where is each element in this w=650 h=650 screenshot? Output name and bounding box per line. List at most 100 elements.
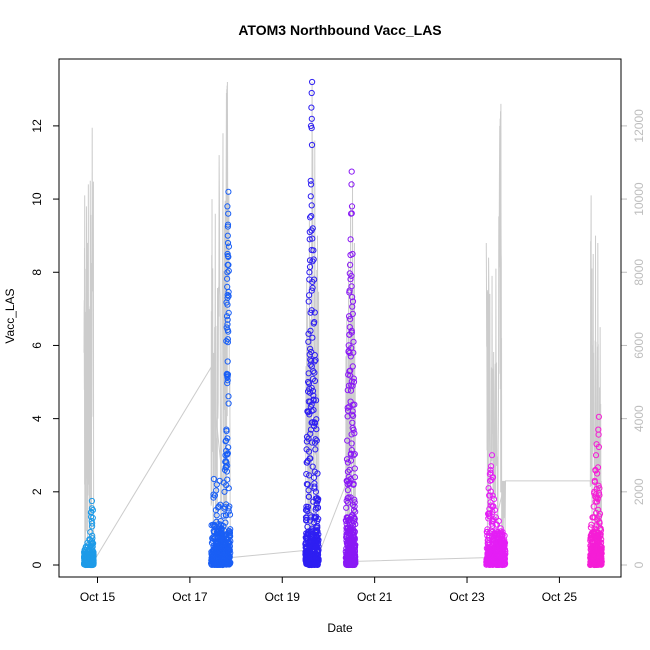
data-point: [501, 542, 508, 549]
y-tick-label: 6: [30, 342, 44, 349]
data-point: [351, 430, 358, 437]
data-point: [210, 475, 217, 483]
data-point: [303, 471, 310, 478]
data-point: [598, 553, 605, 561]
data-point: [224, 232, 231, 239]
data-point: [351, 547, 358, 554]
data-point: [344, 495, 351, 502]
data-point: [348, 203, 356, 210]
data-point: [489, 492, 496, 499]
data-point: [350, 515, 357, 522]
x-tick-label: Oct 15: [80, 590, 116, 604]
data-point: [344, 487, 351, 494]
data-point: [307, 361, 314, 368]
data-point: [345, 382, 352, 389]
data-point: [223, 552, 230, 559]
data-point: [343, 456, 351, 463]
data-point: [225, 485, 232, 492]
data-point: [308, 213, 315, 220]
data-point: [347, 276, 354, 283]
data-point: [351, 558, 358, 565]
data-point: [347, 372, 354, 379]
data-point: [310, 474, 318, 481]
data-point: [351, 401, 358, 408]
data-point: [304, 503, 312, 511]
data-point: [224, 476, 231, 483]
data-point: [346, 560, 353, 568]
y2-tick-label: 10000: [632, 182, 646, 216]
data-point: [315, 546, 322, 554]
data-point: [224, 380, 231, 387]
data-point: [223, 428, 230, 435]
data-point: [350, 507, 358, 514]
data-point: [310, 368, 317, 375]
data-point: [350, 526, 357, 534]
y2-tick-label: 0: [632, 561, 646, 568]
data-point: [487, 466, 494, 473]
data-point: [222, 504, 229, 511]
data-point: [308, 141, 316, 149]
data-point: [589, 561, 596, 568]
data-point: [499, 550, 506, 557]
plot-frame: [58, 58, 622, 578]
data-point: [313, 397, 320, 404]
data-point: [351, 518, 358, 525]
data-point: [312, 357, 319, 364]
data-point: [489, 561, 496, 568]
x-tick-label: Oct 25: [542, 590, 578, 604]
data-point: [89, 514, 96, 522]
data-point: [308, 115, 315, 122]
connector-line: [93, 365, 591, 562]
data-point: [591, 531, 599, 538]
data-point: [224, 301, 231, 308]
data-point: [311, 480, 318, 487]
x-axis-label: Date: [327, 621, 353, 635]
data-point: [589, 551, 596, 558]
data-point: [307, 193, 314, 200]
data-point: [349, 294, 356, 301]
data-point: [305, 380, 313, 387]
data-point: [348, 327, 355, 334]
y-tick-label: 12: [30, 119, 44, 133]
series-3: [342, 168, 359, 569]
data-point: [315, 536, 322, 543]
data-point: [485, 485, 492, 492]
y-axis-label: Vacc_LAS: [3, 288, 17, 343]
y-tick-label: 0: [30, 561, 44, 568]
data-point: [305, 298, 312, 305]
data-point: [310, 320, 317, 327]
data-point: [311, 358, 318, 365]
data-point: [308, 202, 315, 209]
data-point: [302, 507, 310, 514]
data-point: [223, 468, 230, 475]
series-5: [587, 413, 605, 569]
data-point: [226, 511, 234, 518]
data-point: [220, 512, 227, 519]
data-point: [306, 561, 313, 568]
data-point: [220, 536, 228, 543]
series-0: [81, 497, 97, 569]
data-point: [598, 536, 605, 543]
data-point: [347, 476, 354, 483]
data-point: [224, 261, 231, 268]
data-point: [224, 294, 231, 301]
data-point: [347, 353, 354, 360]
data-point: [307, 177, 314, 184]
data-point: [213, 481, 220, 488]
data-point: [347, 457, 354, 464]
data-point: [595, 443, 603, 451]
data-point: [501, 532, 508, 539]
data-point: [89, 523, 96, 530]
data-point: [349, 424, 356, 432]
data-point: [308, 125, 315, 132]
data-point: [484, 543, 491, 551]
data-point: [89, 532, 96, 539]
data-point: [303, 543, 310, 550]
data-point: [350, 481, 357, 488]
data-point: [306, 385, 313, 393]
data-point: [314, 528, 321, 535]
data-point: [314, 543, 321, 550]
data-point: [343, 520, 350, 528]
data-point: [306, 448, 313, 455]
data-point: [208, 551, 215, 559]
